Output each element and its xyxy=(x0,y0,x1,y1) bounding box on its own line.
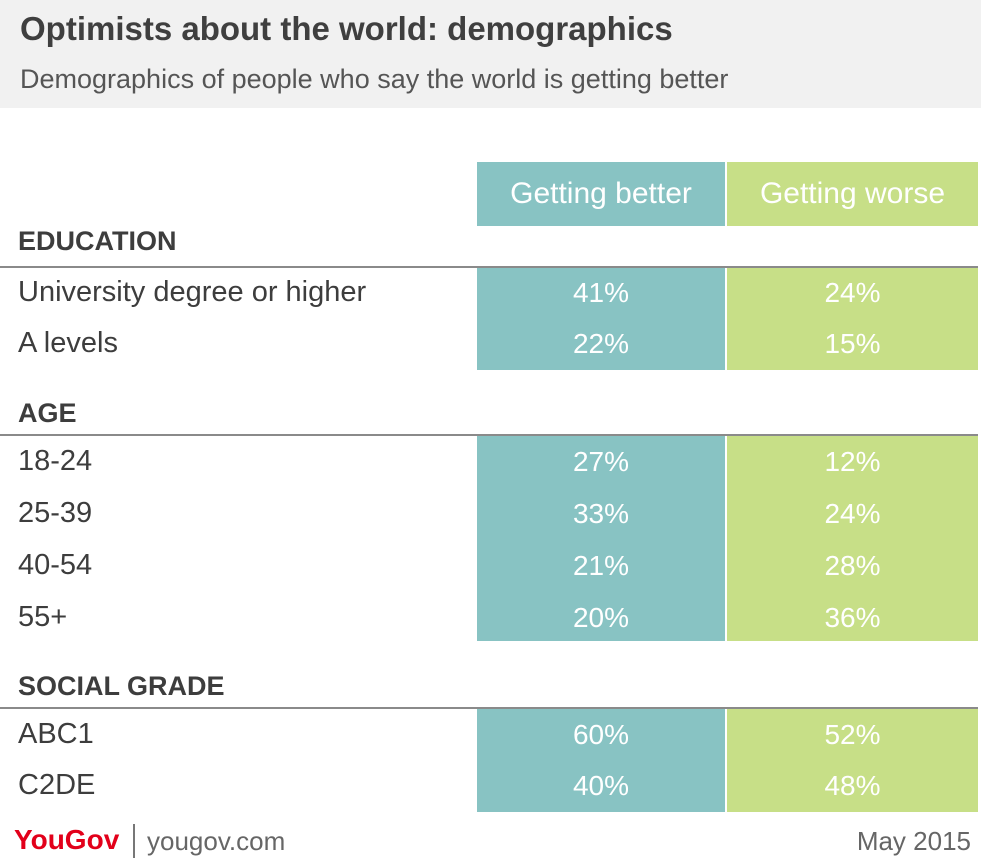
getting-worse-value: 52% xyxy=(824,719,881,750)
getting-worse-column-block xyxy=(727,709,978,812)
getting-worse-value: 48% xyxy=(824,770,881,801)
getting-better-column-block xyxy=(477,709,725,812)
section-divider xyxy=(0,266,978,268)
section-heading: SOCIAL GRADE xyxy=(18,671,225,701)
getting-better-value: 22% xyxy=(572,328,630,359)
getting-worse-value: 24% xyxy=(824,498,881,529)
row-label: ABC1 xyxy=(18,718,94,750)
getting-better-value: 27% xyxy=(572,446,630,477)
getting-better-value: 41% xyxy=(572,277,630,308)
getting-better-value: 20% xyxy=(572,602,630,633)
getting-worse-column-block xyxy=(727,436,978,641)
getting-better-column-block xyxy=(477,436,725,641)
yougov-logo: YouGov xyxy=(14,824,120,855)
footer-date: May 2015 xyxy=(856,826,971,856)
row-label: 40-54 xyxy=(18,549,93,581)
getting-worse-value: 15% xyxy=(824,328,881,359)
section-divider xyxy=(0,434,978,436)
getting-better-value: 40% xyxy=(572,770,630,801)
row-label: 25-39 xyxy=(18,497,93,529)
getting-better-column-block xyxy=(477,268,725,370)
section-heading: EDUCATION xyxy=(18,226,177,256)
header-banner: Optimists about the world: demographics … xyxy=(0,0,981,108)
row-label: 55+ xyxy=(18,601,68,633)
section-heading: AGE xyxy=(18,398,77,428)
getting-better-value: 33% xyxy=(572,498,630,529)
column-header-getting-worse: Getting worse xyxy=(727,162,978,226)
row-label: University degree or higher xyxy=(18,276,367,308)
footer-divider xyxy=(133,824,135,858)
footer-url: yougov.com xyxy=(147,826,286,856)
chart-title: Optimists about the world: demographics xyxy=(20,10,673,47)
getting-worse-value: 28% xyxy=(824,550,881,581)
getting-worse-value: 12% xyxy=(824,446,881,477)
getting-worse-column-block xyxy=(727,268,978,370)
getting-better-value: 60% xyxy=(572,719,630,750)
chart-subtitle: Demographics of people who say the world… xyxy=(20,64,729,94)
getting-worse-value: 36% xyxy=(824,602,881,633)
section-divider xyxy=(0,707,978,709)
row-label: C2DE xyxy=(18,769,96,801)
getting-better-value: 21% xyxy=(572,550,630,581)
getting-worse-value: 24% xyxy=(824,277,881,308)
column-header-getting-better: Getting better xyxy=(477,162,725,226)
row-label: A levels xyxy=(18,327,118,359)
row-label: 18-24 xyxy=(18,445,93,477)
